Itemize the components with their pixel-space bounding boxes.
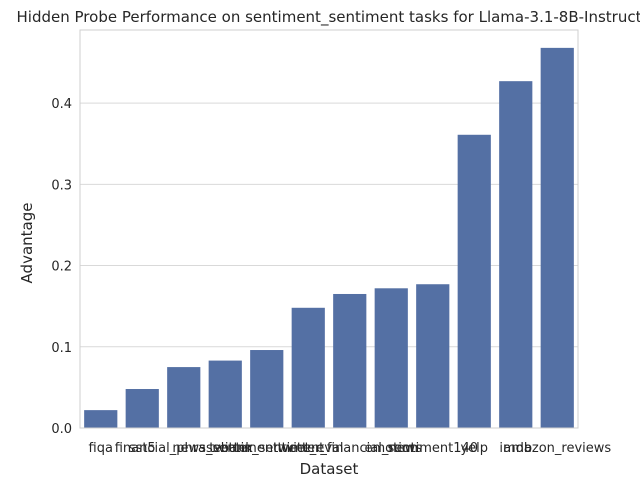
y-tick-label: 0.0 — [51, 422, 72, 437]
bar-twitter-sentiment — [250, 350, 284, 428]
bars — [84, 47, 574, 429]
y-tick-label: 0.4 — [51, 97, 72, 112]
bar-fiqa — [84, 410, 118, 428]
y-tick-label: 0.2 — [51, 260, 72, 275]
x-axis-label: Dataset — [300, 460, 359, 478]
x-tick-label: fiqa — [89, 441, 113, 456]
bar-emotion — [374, 288, 408, 428]
y-tick-labels: 0.0 0.1 0.2 0.3 0.4 — [51, 97, 72, 437]
x-tick-label: news_sentiment — [172, 441, 278, 456]
bar-imdb — [499, 81, 533, 429]
y-axis-label: Advantage — [18, 203, 36, 284]
x-tick-label: emotion — [364, 441, 418, 456]
x-tick-labels: fiqa sst5financial_phrasebanknews_sentime… — [89, 441, 612, 456]
x-tick-label: twitter_sentiment — [209, 441, 324, 456]
x-tick-label: yelp — [460, 441, 488, 456]
x-tick-label: amazon_reviews — [503, 441, 611, 456]
y-tick-label: 0.3 — [51, 178, 72, 193]
bar-sentiment140 — [416, 284, 450, 428]
x-tick-label: sentiment140 — [387, 441, 478, 456]
x-tick-label: sst5 — [129, 441, 156, 456]
bar-tweet-eval — [291, 307, 325, 428]
bar-twitter-financial-news — [333, 293, 367, 428]
bar-yelp — [457, 134, 491, 428]
bar-news-sentiment — [208, 360, 242, 428]
x-tick-label: imdb — [499, 441, 532, 456]
x-tick-label: tweet_eval — [273, 441, 344, 456]
chart-title: Hidden Probe Performance on sentiment_se… — [17, 8, 640, 27]
bar-sst5 — [125, 389, 159, 428]
plot-frame — [79, 29, 579, 429]
bar-financial-phrasebank — [167, 367, 201, 428]
x-tick-label: financial_phrasebank — [115, 441, 254, 456]
y-tick-label: 0.1 — [51, 341, 72, 356]
x-tick-label: twitter_financial_news — [278, 441, 423, 456]
bar-amazon-reviews — [540, 47, 574, 429]
